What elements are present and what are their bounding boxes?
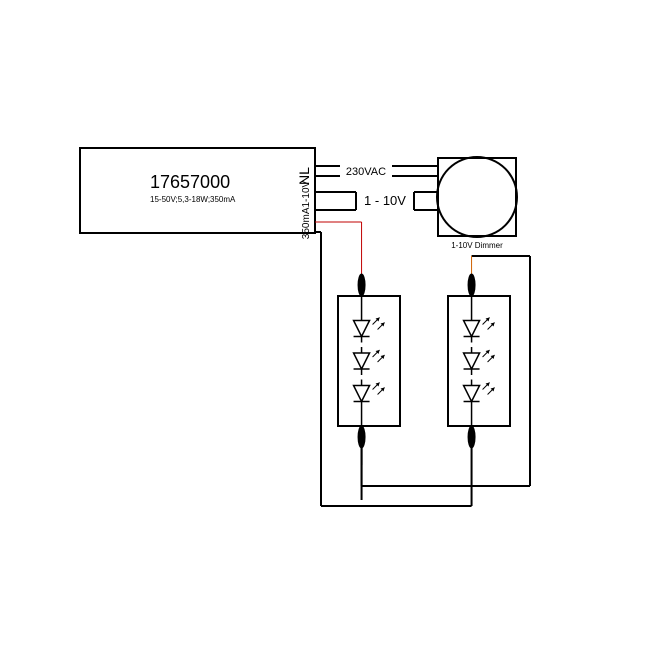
- svg-text:1 - 10V: 1 - 10V: [364, 193, 406, 208]
- svg-text:350mA1-10V: 350mA1-10V: [301, 180, 312, 239]
- svg-text:1-10V Dimmer: 1-10V Dimmer: [451, 241, 503, 250]
- svg-text:17657000: 17657000: [150, 172, 230, 192]
- svg-text:15-50V;5,3-18W;350mA: 15-50V;5,3-18W;350mA: [150, 195, 236, 204]
- svg-text:230VAC: 230VAC: [346, 166, 386, 178]
